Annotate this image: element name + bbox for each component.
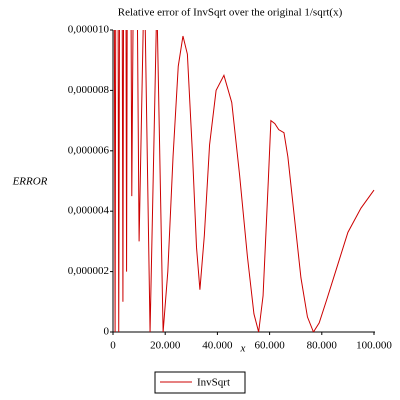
x-axis-label: x [240,343,246,355]
y-tick-label: 0,000002 [68,265,109,277]
x-tick-label: 0 [110,340,116,352]
legend-box [154,371,246,394]
x-tick-label: 100.000 [356,340,392,352]
x-tick-label: 20.000 [150,340,181,352]
chart-title: Relative error of InvSqrt over the origi… [118,7,343,19]
y-tick-label: 0 [104,326,110,338]
y-tick-label: 0,000004 [68,205,110,217]
y-tick-label: 0,000008 [68,84,110,96]
x-tick-label: 80.000 [307,340,338,352]
x-tick-label: 40.000 [202,340,233,352]
x-tick-label: 60.000 [254,340,285,352]
y-axis-label: ERROR [12,176,48,188]
data-line [113,30,375,332]
y-tick-label: 0,000010 [68,24,110,36]
legend-label: InvSqrt [197,377,230,389]
y-tick-label: 0,000006 [68,144,110,156]
